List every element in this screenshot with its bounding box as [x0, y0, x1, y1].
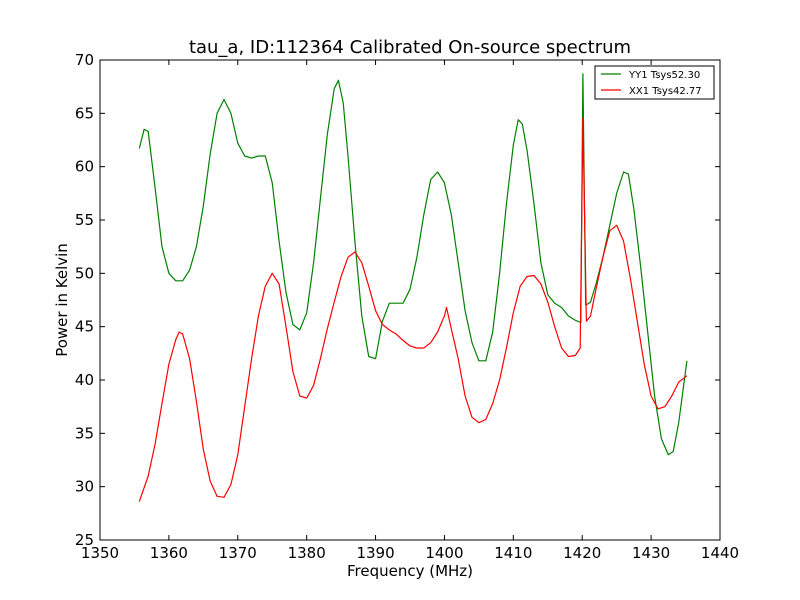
series-line-1	[138, 73, 688, 456]
legend-label-1: YY1 Tsys52.30	[628, 70, 700, 81]
legend-label-2: XX1 Tsys42.77	[629, 86, 702, 97]
x-tick-label: 1430	[632, 544, 670, 562]
y-tick-label: 55	[75, 211, 94, 229]
y-tick-label: 30	[75, 478, 94, 496]
chart-title: tau_a, ID:112364 Calibrated On-source sp…	[189, 37, 631, 58]
y-tick-label: 40	[75, 371, 94, 389]
x-tick-label: 1440	[701, 544, 739, 562]
y-tick-label: 50	[75, 264, 94, 282]
x-tick-label: 1390	[356, 544, 394, 562]
y-tick-label: 35	[75, 424, 94, 442]
y-axis-label: Power in Kelvin	[53, 243, 71, 357]
x-tick-label: 1420	[563, 544, 601, 562]
y-tick-label: 60	[75, 158, 94, 176]
x-tick-label: 1350	[81, 544, 119, 562]
y-tick-label: 65	[75, 104, 94, 122]
x-tick-label: 1360	[150, 544, 188, 562]
x-tick-label: 1410	[494, 544, 532, 562]
x-tick-label: 1370	[219, 544, 257, 562]
x-axis-label: Frequency (MHz)	[347, 562, 473, 580]
y-tick-label: 45	[75, 318, 94, 336]
y-tick-label: 25	[75, 531, 94, 549]
axis-ticks: 1350 1360 1370 1380 1390 1400 1410 1420 1430 1440…	[75, 51, 739, 562]
y-tick-label: 70	[75, 51, 94, 69]
legend: YY1 Tsys52.30 XX1 Tsys42.77	[594, 65, 715, 100]
x-tick-label: 1400	[425, 544, 463, 562]
plot-area	[138, 73, 688, 502]
x-tick-label: 1380	[288, 544, 326, 562]
series-line-2	[138, 118, 688, 502]
plot-frame	[99, 59, 721, 541]
legend-box	[594, 65, 715, 100]
